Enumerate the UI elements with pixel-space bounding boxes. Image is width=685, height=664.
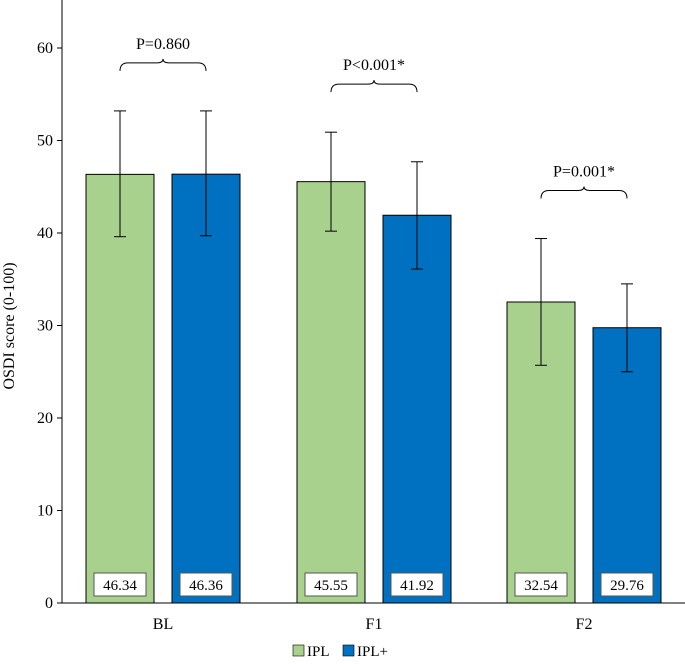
data-label-box (514, 572, 568, 597)
data-label: 29.76 (610, 578, 644, 594)
data-label-box (304, 572, 358, 597)
data-label: 46.36 (189, 578, 223, 594)
bar-group-f1-ipl-plus: 41.92 (382, 161, 452, 604)
y-tick-label: 40 (37, 225, 53, 242)
legend-label: IPL+ (357, 644, 388, 660)
bar-group-f1-ipl: 45.55 (296, 131, 366, 604)
legend-label: IPL (307, 644, 330, 660)
bar-group-bl-ipl: 46.34 (85, 110, 155, 604)
y-tick-label: 30 (37, 318, 53, 335)
data-label: 46.34 (103, 578, 137, 594)
data-label-box (600, 572, 654, 597)
legend: IPL IPL+ (292, 644, 388, 660)
legend-item-ipl: IPL (292, 644, 330, 660)
p-value-label: P=0.001* (553, 164, 615, 181)
p-value-annotations: P=0.860 P<0.001* P=0.001* (119, 36, 628, 199)
y-tick-label: 50 (37, 133, 53, 150)
data-label-box (179, 572, 233, 597)
data-label-box (93, 572, 147, 597)
y-tick-label: 60 (37, 40, 53, 57)
p-value-label: P<0.001* (343, 57, 405, 74)
significance-brace (330, 80, 418, 93)
bar (382, 214, 452, 604)
legend-item-ipl-plus: IPL+ (342, 644, 388, 660)
legend-swatch (292, 644, 305, 657)
y-tick-label: 10 (37, 503, 53, 520)
x-tick-label: BL (153, 616, 173, 633)
bar (296, 181, 366, 604)
bar-group-bl-ipl-plus: 46.36 (171, 110, 241, 604)
bar (171, 173, 241, 604)
bars-layer: 46.34 46.36 45.55 41.92 32.54 29.76 (85, 110, 662, 604)
bar (85, 173, 155, 604)
x-tick-label: F2 (576, 616, 593, 633)
bar-group-f2-ipl-plus: 29.76 (592, 283, 662, 604)
y-axis: 0 10 20 30 40 50 60 (37, 0, 63, 612)
data-label-box (390, 572, 444, 597)
bar-group-f2-ipl: 32.54 (506, 238, 576, 604)
significance-brace (119, 58, 207, 71)
y-tick-label: 20 (37, 410, 53, 427)
bar (592, 327, 662, 604)
y-axis-title: OSDI score (0-100) (1, 262, 18, 389)
y-tick-label: 0 (45, 595, 53, 612)
data-label: 45.55 (314, 578, 348, 594)
p-value-label: P=0.860 (136, 36, 190, 53)
x-axis: BL F1 F2 (62, 602, 685, 633)
significance-brace (540, 186, 628, 199)
legend-swatch (342, 644, 355, 657)
data-label: 41.92 (400, 578, 434, 594)
x-tick-label: F1 (366, 616, 383, 633)
data-label: 32.54 (524, 578, 558, 594)
